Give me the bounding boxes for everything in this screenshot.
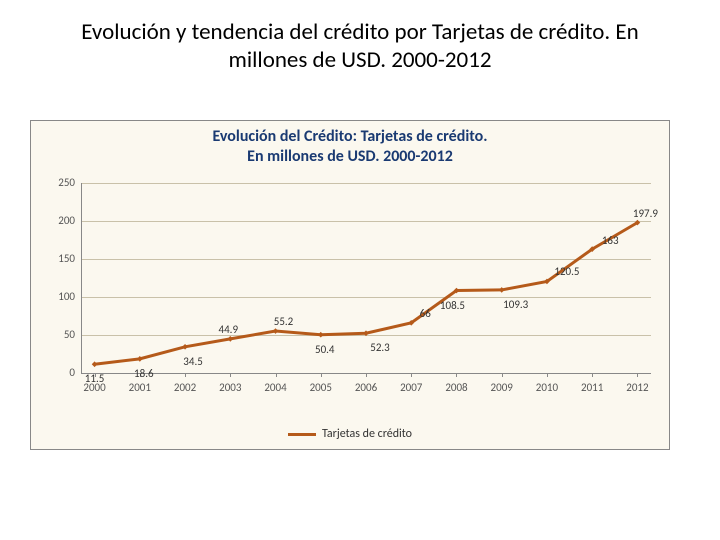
- y-tick-label: 150: [47, 252, 75, 265]
- x-tick: [321, 373, 322, 377]
- y-tick-label: 250: [47, 176, 75, 189]
- chart-title-line2: En millones de USD. 2000-2012: [247, 147, 453, 166]
- x-tick: [637, 373, 638, 377]
- data-label: 11.5: [85, 372, 105, 385]
- series-line: [95, 223, 638, 365]
- chart-container: Evolución del Crédito: Tarjetas de crédi…: [30, 120, 670, 450]
- x-tick-label: 2008: [445, 381, 467, 394]
- x-tick-label: 2011: [581, 381, 603, 394]
- x-tick-label: 2010: [536, 381, 558, 394]
- x-tick: [547, 373, 548, 377]
- y-tick-label: 50: [47, 328, 75, 341]
- data-label: 66: [420, 307, 431, 320]
- data-label: 34.5: [183, 355, 203, 368]
- y-tick-label: 100: [47, 290, 75, 303]
- data-label: 197.9: [633, 207, 658, 220]
- x-tick: [230, 373, 231, 377]
- x-tick-label: 2004: [264, 381, 286, 394]
- chart-title-line1: Evolución del Crédito: Tarjetas de crédi…: [212, 127, 487, 146]
- data-label: 55.2: [274, 315, 294, 328]
- data-marker: [227, 336, 233, 342]
- x-tick-label: 2002: [174, 381, 196, 394]
- x-tick-label: 2003: [219, 381, 241, 394]
- data-label: 52.3: [370, 341, 390, 354]
- data-label: 109.3: [503, 298, 528, 311]
- data-label: 163: [602, 234, 619, 247]
- legend-label: Tarjetas de crédito: [322, 427, 412, 441]
- data-label: 44.9: [219, 323, 239, 336]
- x-tick: [502, 373, 503, 377]
- chart-title: Evolución del Crédito: Tarjetas de crédi…: [31, 121, 669, 169]
- data-marker: [499, 287, 505, 293]
- legend-swatch: [288, 433, 316, 436]
- data-marker: [273, 328, 279, 334]
- y-tick-label: 200: [47, 214, 75, 227]
- x-tick: [411, 373, 412, 377]
- x-tick-label: 2007: [400, 381, 422, 394]
- data-label: 18.6: [134, 367, 154, 380]
- data-label: 120.5: [554, 265, 579, 278]
- x-tick: [456, 373, 457, 377]
- y-tick-label: 0: [47, 366, 75, 379]
- data-marker: [92, 361, 98, 367]
- x-tick-label: 2012: [626, 381, 648, 394]
- data-label: 50.4: [315, 343, 335, 356]
- plot-area: 0501001502002502000200120022003200420052…: [81, 183, 651, 373]
- slide: Evolución y tendencia del crédito por Ta…: [0, 0, 720, 540]
- x-tick-label: 2009: [491, 381, 513, 394]
- x-tick-label: 2006: [355, 381, 377, 394]
- data-marker: [318, 332, 324, 338]
- x-tick: [276, 373, 277, 377]
- data-label: 108.5: [440, 299, 465, 312]
- x-tick: [366, 373, 367, 377]
- x-tick-label: 2001: [129, 381, 151, 394]
- x-tick: [592, 373, 593, 377]
- legend: Tarjetas de crédito: [288, 427, 412, 441]
- x-tick-label: 2005: [310, 381, 332, 394]
- page-title: Evolución y tendencia del crédito por Ta…: [0, 0, 720, 82]
- x-tick: [185, 373, 186, 377]
